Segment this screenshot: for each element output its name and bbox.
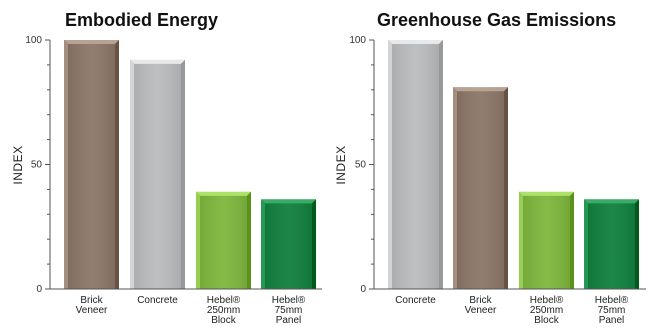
bar-left-bevel — [388, 40, 392, 289]
bar-shading — [64, 40, 119, 289]
category-label-line: 75mm — [275, 305, 303, 316]
bar-shading — [584, 199, 639, 289]
category-label-line: Veneer — [465, 305, 497, 316]
axes — [373, 40, 646, 290]
bar-right-bevel — [247, 191, 251, 289]
bar — [64, 40, 119, 289]
category-label: Hebel® 75mm Panel — [595, 295, 629, 326]
bar-shading — [261, 199, 316, 289]
y-axis-label: INDEX — [334, 145, 348, 184]
category-label-line: Brick — [469, 295, 492, 306]
y-tick-label: 50 — [355, 160, 367, 171]
category-label: Hebel® 75mm Panel — [272, 295, 306, 326]
category-label: Hebel® 250mm Block — [207, 295, 241, 326]
category-label-line: Hebel® — [207, 295, 241, 306]
bar-right-bevel — [181, 59, 185, 289]
category-label-line: 250mm — [207, 305, 240, 316]
category-label-line: Panel — [276, 315, 302, 326]
category-label-line: Concrete — [395, 295, 436, 306]
bar — [130, 59, 185, 289]
bar-right-bevel — [439, 40, 443, 289]
category-label-line: Block — [534, 315, 559, 326]
bar — [453, 87, 508, 289]
bar-top-bevel — [388, 40, 443, 44]
category-label: Concrete — [395, 295, 436, 306]
bar-right-bevel — [635, 199, 639, 289]
bar-shading — [519, 191, 574, 289]
bar-right-bevel — [570, 191, 574, 289]
category-label: Hebel® 250mm Block — [530, 295, 564, 326]
category-label-line: Hebel® — [272, 295, 306, 306]
bar-right-bevel — [115, 40, 119, 289]
y-tick-label: 100 — [349, 35, 366, 46]
category-label: Concrete — [137, 295, 178, 306]
bar-left-bevel — [261, 199, 265, 289]
bar-left-bevel — [453, 87, 457, 289]
bar-right-bevel — [312, 199, 316, 289]
bar-shading — [130, 59, 185, 289]
bar-shading — [388, 40, 443, 289]
bar-top-bevel — [519, 191, 574, 196]
bar-top-bevel — [130, 59, 185, 64]
y-axis-label: INDEX — [11, 145, 25, 184]
bar — [388, 40, 443, 289]
bar-left-bevel — [519, 191, 523, 289]
category-label-line: Hebel® — [530, 295, 564, 306]
bar-left-bevel — [584, 199, 588, 289]
y-tick-label: 100 — [25, 35, 42, 46]
bar-left-bevel — [64, 40, 68, 289]
category-label: Brick Veneer — [76, 295, 108, 316]
bar — [584, 199, 639, 289]
bar-top-bevel — [196, 191, 251, 196]
bar-top-bevel — [64, 40, 119, 44]
greenhouse-gas-emissions-chart: Greenhouse Gas Emissions INDEX 0 50 100 Co… — [334, 10, 646, 326]
category-label-line: Hebel® — [595, 295, 629, 306]
category-label-line: Concrete — [137, 295, 178, 306]
chart-title: Embodied Energy — [65, 10, 218, 30]
category-label-line: 250mm — [530, 305, 563, 316]
bar-left-bevel — [130, 59, 134, 289]
y-tick-label: 0 — [36, 284, 42, 295]
category-label-line: Brick — [80, 295, 103, 306]
category-label-line: 75mm — [598, 305, 626, 316]
axes — [49, 40, 322, 290]
y-tick-label: 50 — [31, 160, 43, 171]
bar-left-bevel — [196, 191, 200, 289]
category-label-line: Veneer — [76, 305, 108, 316]
bar — [261, 199, 316, 289]
bar — [519, 191, 574, 289]
bar-top-bevel — [261, 199, 316, 204]
embodied-energy-chart: Embodied Energy INDEX 0 50 100 Brick Veneer… — [11, 10, 322, 326]
category-label: Brick Veneer — [465, 295, 497, 316]
bar — [196, 191, 251, 289]
bar-top-bevel — [453, 87, 508, 92]
category-label-line: Panel — [599, 315, 625, 326]
bar-right-bevel — [504, 87, 508, 289]
y-tick-label: 0 — [360, 284, 366, 295]
chart-title: Greenhouse Gas Emissions — [377, 10, 616, 30]
bar-shading — [453, 87, 508, 289]
bar-shading — [196, 191, 251, 289]
bar-top-bevel — [584, 199, 639, 204]
category-label-line: Block — [211, 315, 236, 326]
